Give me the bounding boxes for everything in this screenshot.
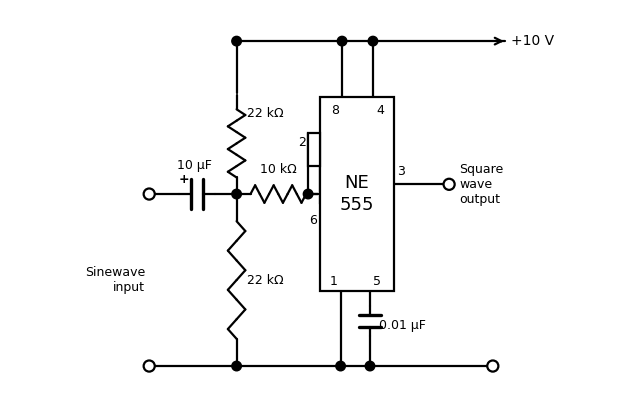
Circle shape — [144, 360, 155, 372]
Text: 3: 3 — [397, 165, 404, 178]
Circle shape — [368, 36, 377, 46]
Text: 8: 8 — [331, 104, 339, 117]
Text: 22 kΩ: 22 kΩ — [247, 274, 283, 286]
Bar — [320, 97, 393, 291]
Circle shape — [144, 188, 155, 200]
Circle shape — [488, 360, 498, 372]
Text: NE
555: NE 555 — [339, 174, 374, 214]
Text: +10 V: +10 V — [511, 34, 554, 48]
Text: 0.01 μF: 0.01 μF — [379, 319, 426, 332]
Circle shape — [365, 361, 375, 371]
Text: +: + — [178, 174, 189, 186]
Bar — [308, 133, 320, 166]
Circle shape — [337, 36, 347, 46]
Text: 6: 6 — [309, 214, 317, 227]
Text: 1: 1 — [330, 275, 337, 288]
Text: Sinewave
input: Sinewave input — [85, 266, 146, 294]
Circle shape — [303, 189, 313, 199]
Text: Square
wave
output: Square wave output — [459, 163, 504, 206]
Circle shape — [232, 361, 242, 371]
Text: 2: 2 — [298, 136, 306, 149]
Text: 10 μF: 10 μF — [178, 159, 213, 172]
Text: 5: 5 — [373, 275, 381, 288]
Text: 22 kΩ: 22 kΩ — [247, 107, 283, 120]
Text: 10 kΩ: 10 kΩ — [260, 163, 297, 176]
Circle shape — [232, 36, 242, 46]
Circle shape — [336, 361, 345, 371]
Text: 4: 4 — [376, 104, 384, 117]
Circle shape — [444, 179, 455, 190]
Circle shape — [232, 189, 242, 199]
